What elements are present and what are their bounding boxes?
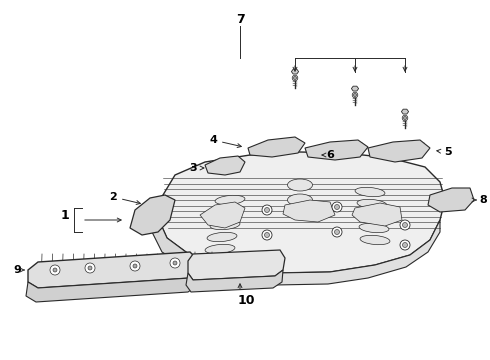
Text: 7: 7: [236, 13, 245, 26]
Text: 1: 1: [61, 208, 70, 221]
Circle shape: [88, 266, 92, 270]
Ellipse shape: [207, 232, 237, 242]
Ellipse shape: [288, 194, 313, 206]
Ellipse shape: [213, 207, 243, 217]
Circle shape: [332, 227, 342, 237]
Text: 8: 8: [479, 195, 487, 205]
Polygon shape: [205, 156, 245, 175]
Circle shape: [265, 233, 270, 238]
Polygon shape: [352, 203, 402, 226]
Circle shape: [173, 261, 177, 265]
Polygon shape: [351, 86, 359, 91]
Ellipse shape: [210, 220, 240, 230]
Polygon shape: [248, 137, 305, 157]
Circle shape: [404, 117, 406, 120]
Circle shape: [133, 264, 137, 268]
Ellipse shape: [215, 195, 245, 205]
Circle shape: [335, 204, 340, 210]
Text: 3: 3: [189, 163, 197, 173]
Ellipse shape: [288, 179, 313, 191]
Polygon shape: [275, 220, 440, 285]
Circle shape: [265, 207, 270, 212]
Ellipse shape: [358, 211, 388, 221]
Circle shape: [335, 230, 340, 234]
Ellipse shape: [357, 199, 387, 209]
Circle shape: [352, 92, 358, 98]
Circle shape: [262, 230, 272, 240]
Circle shape: [354, 94, 356, 96]
Circle shape: [292, 75, 298, 81]
Circle shape: [262, 205, 272, 215]
Circle shape: [50, 265, 60, 275]
Polygon shape: [152, 218, 275, 285]
Text: 2: 2: [109, 192, 117, 202]
Ellipse shape: [205, 244, 235, 254]
Polygon shape: [188, 250, 285, 280]
Circle shape: [170, 258, 180, 268]
Polygon shape: [130, 195, 175, 235]
Circle shape: [402, 243, 408, 248]
Circle shape: [130, 261, 140, 271]
Circle shape: [53, 268, 57, 272]
Circle shape: [400, 240, 410, 250]
Circle shape: [402, 115, 408, 121]
Ellipse shape: [355, 187, 385, 197]
Text: 10: 10: [237, 293, 255, 306]
Text: 6: 6: [326, 150, 334, 160]
Ellipse shape: [359, 223, 389, 233]
Text: 4: 4: [209, 135, 217, 145]
Polygon shape: [368, 140, 430, 162]
Circle shape: [85, 263, 95, 273]
Circle shape: [400, 220, 410, 230]
Polygon shape: [200, 202, 245, 228]
Circle shape: [294, 77, 296, 80]
Circle shape: [402, 222, 408, 228]
Ellipse shape: [360, 235, 390, 245]
Polygon shape: [292, 69, 298, 74]
Text: 5: 5: [444, 147, 452, 157]
Polygon shape: [283, 200, 335, 222]
Text: 9: 9: [13, 265, 21, 275]
Polygon shape: [401, 109, 409, 114]
Polygon shape: [28, 252, 198, 288]
Polygon shape: [186, 270, 283, 292]
Circle shape: [332, 202, 342, 212]
Polygon shape: [158, 152, 445, 273]
Polygon shape: [305, 140, 368, 160]
Polygon shape: [428, 188, 474, 212]
Polygon shape: [26, 272, 198, 302]
